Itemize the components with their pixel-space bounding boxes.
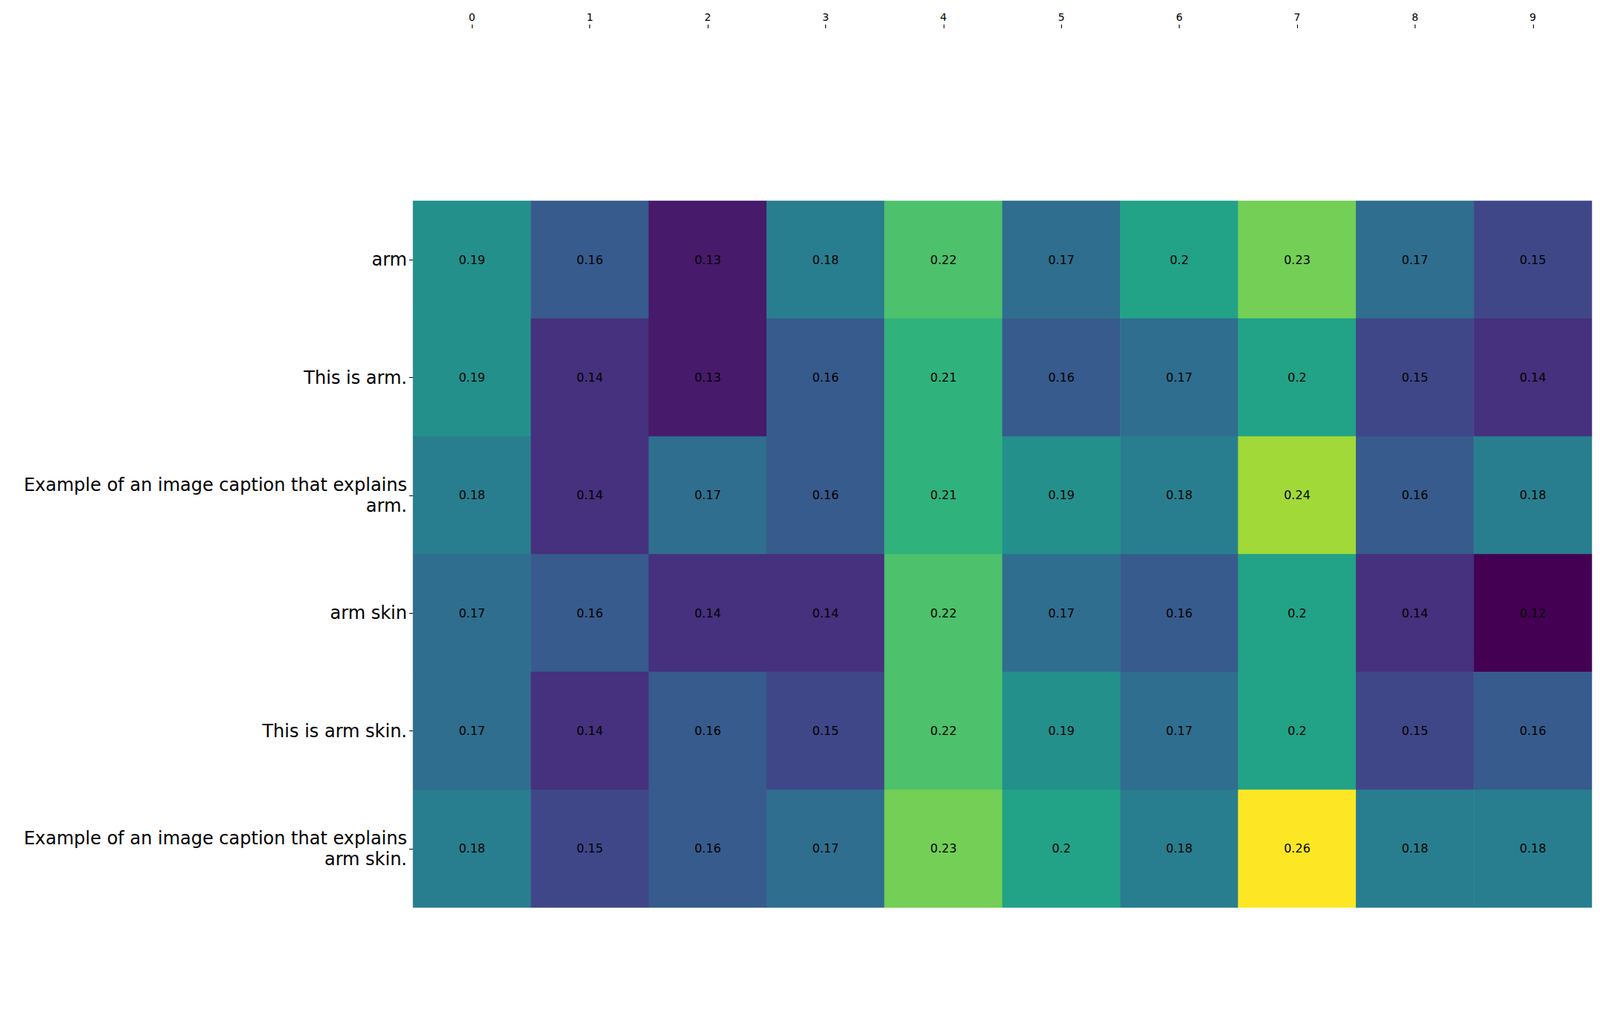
svg-text:0.15: 0.15 <box>1519 253 1547 268</box>
svg-text:0.14: 0.14 <box>1402 606 1429 621</box>
svg-text:0.17: 0.17 <box>1166 724 1193 739</box>
svg-text:0.15: 0.15 <box>812 724 840 739</box>
svg-text:0.16: 0.16 <box>576 253 604 268</box>
svg-text:0.21: 0.21 <box>930 370 958 385</box>
svg-text:9: 9 <box>1529 11 1536 24</box>
svg-text:0.16: 0.16 <box>812 370 840 385</box>
svg-text:4: 4 <box>939 11 947 24</box>
svg-text:0.16: 0.16 <box>694 841 722 856</box>
svg-text:0.22: 0.22 <box>930 253 958 268</box>
svg-text:0.19: 0.19 <box>1047 724 1075 739</box>
svg-text:0.19: 0.19 <box>1047 488 1075 503</box>
svg-text:5: 5 <box>1058 11 1065 24</box>
svg-text:0.18: 0.18 <box>1166 488 1193 503</box>
svg-text:0.17: 0.17 <box>458 724 486 739</box>
svg-text:0: 0 <box>468 11 476 24</box>
svg-text:8: 8 <box>1411 11 1419 24</box>
svg-text:Example of an image caption th: Example of an image caption that explain… <box>23 474 408 496</box>
svg-text:0.13: 0.13 <box>694 370 722 385</box>
svg-text:0.2: 0.2 <box>1051 841 1071 856</box>
svg-text:0.21: 0.21 <box>930 488 958 503</box>
svg-text:0.22: 0.22 <box>930 606 958 621</box>
svg-text:0.18: 0.18 <box>458 841 486 856</box>
svg-text:0.14: 0.14 <box>812 606 840 621</box>
svg-text:0.2: 0.2 <box>1287 370 1307 385</box>
svg-text:0.18: 0.18 <box>1519 488 1547 503</box>
svg-text:1: 1 <box>586 11 594 24</box>
svg-text:0.18: 0.18 <box>1519 841 1547 856</box>
svg-text:6: 6 <box>1175 11 1183 24</box>
svg-text:0.17: 0.17 <box>1047 253 1075 268</box>
svg-text:0.19: 0.19 <box>458 253 486 268</box>
svg-text:0.18: 0.18 <box>1166 841 1193 856</box>
svg-text:0.14: 0.14 <box>576 488 604 503</box>
svg-text:0.2: 0.2 <box>1169 253 1189 268</box>
svg-text:This is arm.: This is arm. <box>302 367 408 389</box>
svg-text:0.22: 0.22 <box>930 724 958 739</box>
svg-text:0.23: 0.23 <box>930 841 958 856</box>
svg-text:0.24: 0.24 <box>1283 488 1311 503</box>
svg-text:0.15: 0.15 <box>576 841 604 856</box>
svg-text:0.17: 0.17 <box>1047 606 1075 621</box>
svg-text:0.23: 0.23 <box>1283 253 1311 268</box>
svg-text:0.19: 0.19 <box>458 370 486 385</box>
svg-text:0.17: 0.17 <box>812 841 840 856</box>
svg-text:0.17: 0.17 <box>1402 253 1429 268</box>
svg-text:0.16: 0.16 <box>576 606 604 621</box>
svg-text:0.16: 0.16 <box>694 724 722 739</box>
svg-text:3: 3 <box>822 11 830 24</box>
svg-text:2: 2 <box>704 11 712 24</box>
svg-text:7: 7 <box>1294 11 1301 24</box>
svg-text:0.17: 0.17 <box>1166 370 1193 385</box>
svg-text:0.13: 0.13 <box>694 253 722 268</box>
svg-text:Example of an image caption th: Example of an image caption that explain… <box>23 828 408 850</box>
svg-text:0.18: 0.18 <box>458 488 486 503</box>
svg-text:arm skin: arm skin <box>330 602 408 624</box>
svg-text:0.18: 0.18 <box>812 253 840 268</box>
svg-text:arm.: arm. <box>366 495 408 517</box>
svg-text:0.16: 0.16 <box>812 488 840 503</box>
svg-text:0.18: 0.18 <box>1402 841 1429 856</box>
svg-text:0.17: 0.17 <box>694 488 722 503</box>
svg-text:0.17: 0.17 <box>458 606 486 621</box>
svg-text:arm: arm <box>371 249 408 271</box>
svg-text:0.2: 0.2 <box>1287 724 1307 739</box>
svg-text:0.2: 0.2 <box>1287 606 1307 621</box>
svg-text:arm skin.: arm skin. <box>324 849 408 870</box>
svg-text:This is arm skin.: This is arm skin. <box>261 721 408 742</box>
svg-text:0.14: 0.14 <box>576 370 604 385</box>
svg-text:0.12: 0.12 <box>1519 606 1547 621</box>
svg-text:0.26: 0.26 <box>1283 841 1311 856</box>
svg-text:0.16: 0.16 <box>1402 488 1429 503</box>
svg-text:0.14: 0.14 <box>576 724 604 739</box>
svg-text:0.14: 0.14 <box>694 606 722 621</box>
svg-text:0.16: 0.16 <box>1519 724 1547 739</box>
svg-text:0.14: 0.14 <box>1519 370 1547 385</box>
svg-text:0.16: 0.16 <box>1166 606 1193 621</box>
svg-text:0.15: 0.15 <box>1402 724 1429 739</box>
svg-text:0.15: 0.15 <box>1402 370 1429 385</box>
svg-text:0.16: 0.16 <box>1047 370 1075 385</box>
